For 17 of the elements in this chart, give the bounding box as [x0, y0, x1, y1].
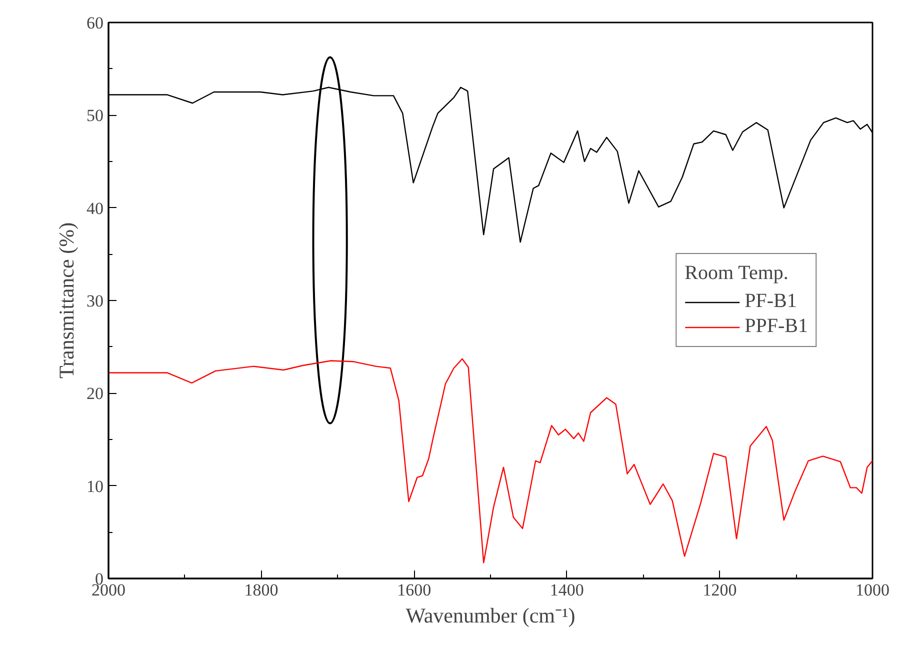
x-tick-label: 1800 — [244, 580, 278, 600]
x-tick-label: 1000 — [856, 580, 890, 600]
y-tick-label: 40 — [86, 198, 104, 218]
legend-label: PPF-B1 — [744, 315, 808, 338]
y-tick-label: 20 — [86, 384, 104, 404]
x-tick-label: 1600 — [397, 580, 432, 600]
legend-title: Room Temp. — [684, 262, 790, 285]
legend-label: PF-B1 — [744, 290, 797, 313]
y-tick-label: 30 — [86, 292, 104, 310]
y-tick-label: 10 — [86, 476, 104, 496]
x-tick-label: 1200 — [702, 580, 737, 600]
line-series — [108, 358, 872, 564]
y-tick-label: 50 — [86, 106, 104, 126]
y-axis-title: Transmittance (%) — [54, 222, 78, 379]
y-tick-label: 60 — [86, 14, 104, 32]
x-axis-title: Wavenumber (cm⁻¹) — [406, 604, 576, 628]
x-tick-label: 1400 — [550, 580, 584, 600]
